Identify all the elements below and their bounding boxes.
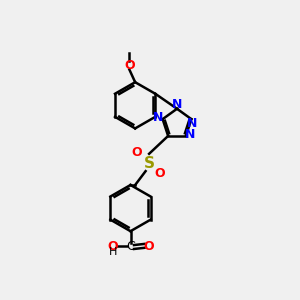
Text: N: N bbox=[153, 112, 164, 124]
Text: H: H bbox=[109, 247, 117, 257]
Text: C: C bbox=[126, 240, 135, 253]
Text: N: N bbox=[172, 98, 182, 111]
Text: N: N bbox=[187, 117, 198, 130]
Text: O: O bbox=[124, 59, 135, 72]
Text: S: S bbox=[144, 155, 154, 170]
Text: O: O bbox=[131, 146, 142, 159]
Text: O: O bbox=[144, 240, 154, 253]
Text: O: O bbox=[108, 240, 118, 253]
Text: N: N bbox=[185, 128, 195, 141]
Text: O: O bbox=[154, 167, 165, 180]
